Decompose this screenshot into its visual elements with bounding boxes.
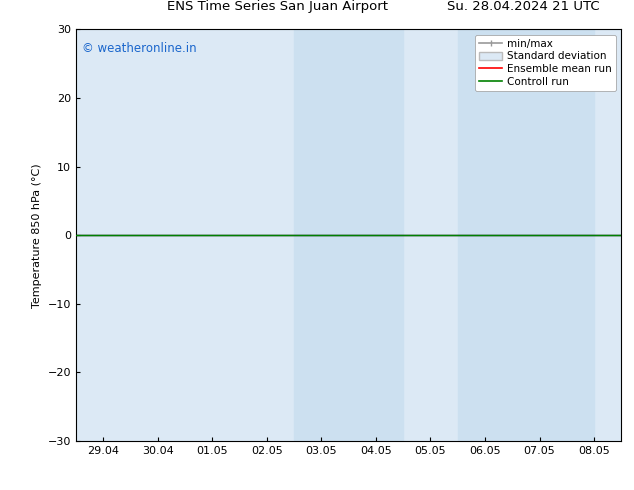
Bar — [294, 29, 403, 441]
Text: Su. 28.04.2024 21 UTC: Su. 28.04.2024 21 UTC — [447, 0, 600, 13]
Legend: min/max, Standard deviation, Ensemble mean run, Controll run: min/max, Standard deviation, Ensemble me… — [475, 35, 616, 91]
Text: ENS Time Series San Juan Airport: ENS Time Series San Juan Airport — [167, 0, 388, 13]
Bar — [458, 29, 594, 441]
Y-axis label: Temperature 850 hPa (°C): Temperature 850 hPa (°C) — [32, 163, 42, 308]
Text: © weatheronline.in: © weatheronline.in — [82, 42, 196, 55]
